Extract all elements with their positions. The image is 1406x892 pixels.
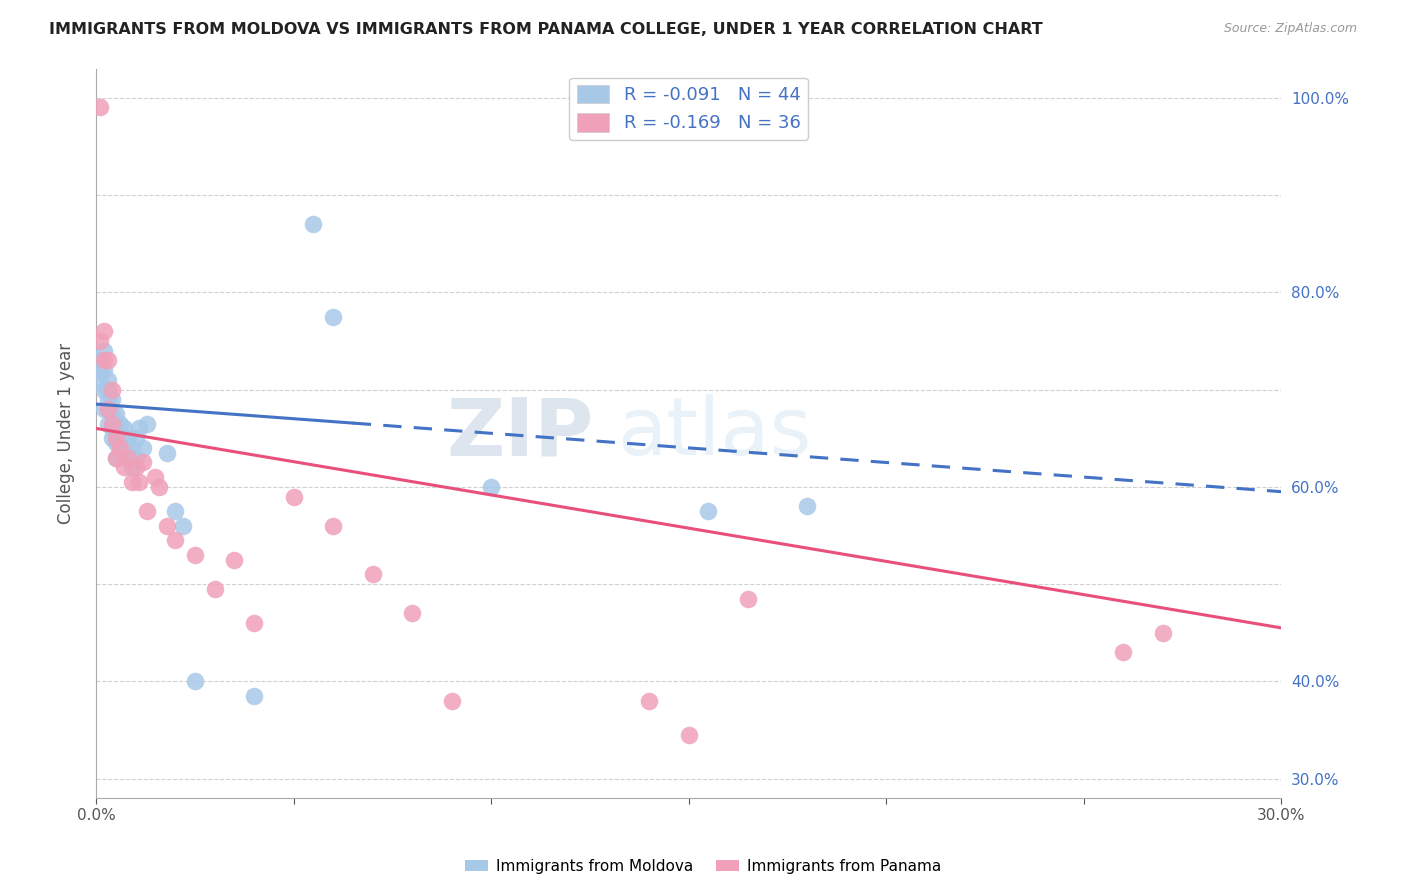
Point bbox=[104, 450, 127, 465]
Point bbox=[243, 689, 266, 703]
Point bbox=[97, 383, 120, 397]
Point bbox=[440, 694, 463, 708]
Point bbox=[112, 460, 135, 475]
Text: IMMIGRANTS FROM MOLDOVA VS IMMIGRANTS FROM PANAMA COLLEGE, UNDER 1 YEAR CORRELAT: IMMIGRANTS FROM MOLDOVA VS IMMIGRANTS FR… bbox=[49, 22, 1043, 37]
Legend: Immigrants from Moldova, Immigrants from Panama: Immigrants from Moldova, Immigrants from… bbox=[460, 853, 946, 880]
Point bbox=[89, 334, 111, 348]
Point bbox=[93, 343, 115, 358]
Point bbox=[101, 392, 124, 407]
Point bbox=[163, 533, 186, 548]
Point bbox=[112, 421, 135, 435]
Point bbox=[401, 606, 423, 620]
Point bbox=[101, 431, 124, 445]
Point bbox=[124, 431, 146, 445]
Point bbox=[148, 480, 170, 494]
Point bbox=[143, 470, 166, 484]
Point bbox=[97, 392, 120, 407]
Point bbox=[204, 582, 226, 596]
Point bbox=[243, 615, 266, 630]
Point bbox=[1112, 645, 1135, 659]
Point bbox=[479, 480, 502, 494]
Text: ZIP: ZIP bbox=[447, 394, 593, 472]
Point bbox=[101, 407, 124, 421]
Point bbox=[89, 373, 111, 387]
Point bbox=[108, 431, 131, 445]
Point bbox=[283, 490, 305, 504]
Point bbox=[322, 310, 344, 324]
Text: atlas: atlas bbox=[617, 394, 811, 472]
Point bbox=[156, 446, 179, 460]
Point bbox=[697, 504, 720, 518]
Point bbox=[89, 363, 111, 377]
Point bbox=[121, 460, 143, 475]
Point bbox=[302, 217, 325, 231]
Point bbox=[163, 504, 186, 518]
Legend: R = -0.091   N = 44, R = -0.169   N = 36: R = -0.091 N = 44, R = -0.169 N = 36 bbox=[569, 78, 807, 140]
Point bbox=[121, 475, 143, 489]
Point bbox=[104, 421, 127, 435]
Point bbox=[132, 441, 155, 455]
Point bbox=[156, 518, 179, 533]
Point bbox=[93, 383, 115, 397]
Point bbox=[104, 407, 127, 421]
Point bbox=[124, 460, 146, 475]
Text: Source: ZipAtlas.com: Source: ZipAtlas.com bbox=[1223, 22, 1357, 36]
Point bbox=[101, 417, 124, 431]
Point bbox=[184, 548, 207, 562]
Point bbox=[128, 475, 150, 489]
Point bbox=[678, 728, 700, 742]
Point bbox=[121, 441, 143, 455]
Point bbox=[97, 373, 120, 387]
Point bbox=[638, 694, 661, 708]
Point bbox=[117, 446, 139, 460]
Point bbox=[104, 436, 127, 450]
Point bbox=[796, 500, 818, 514]
Point bbox=[1152, 625, 1174, 640]
Point bbox=[128, 421, 150, 435]
Point bbox=[108, 441, 131, 455]
Point bbox=[136, 504, 159, 518]
Point bbox=[93, 363, 115, 377]
Point bbox=[124, 450, 146, 465]
Point bbox=[104, 431, 127, 445]
Point bbox=[89, 100, 111, 114]
Point bbox=[93, 324, 115, 338]
Point bbox=[224, 553, 246, 567]
Point bbox=[361, 567, 384, 582]
Point bbox=[108, 446, 131, 460]
Point bbox=[97, 353, 120, 368]
Point bbox=[89, 353, 111, 368]
Y-axis label: College, Under 1 year: College, Under 1 year bbox=[58, 343, 75, 524]
Point bbox=[112, 441, 135, 455]
Point bbox=[101, 383, 124, 397]
Point bbox=[136, 417, 159, 431]
Point bbox=[117, 450, 139, 465]
Point bbox=[104, 450, 127, 465]
Point bbox=[97, 417, 120, 431]
Point bbox=[117, 431, 139, 445]
Point bbox=[101, 421, 124, 435]
Point bbox=[132, 455, 155, 469]
Point bbox=[93, 401, 115, 416]
Point bbox=[108, 417, 131, 431]
Point bbox=[97, 401, 120, 416]
Point bbox=[737, 591, 759, 606]
Point bbox=[172, 518, 194, 533]
Point bbox=[97, 401, 120, 416]
Point bbox=[322, 518, 344, 533]
Point bbox=[184, 674, 207, 689]
Point bbox=[93, 353, 115, 368]
